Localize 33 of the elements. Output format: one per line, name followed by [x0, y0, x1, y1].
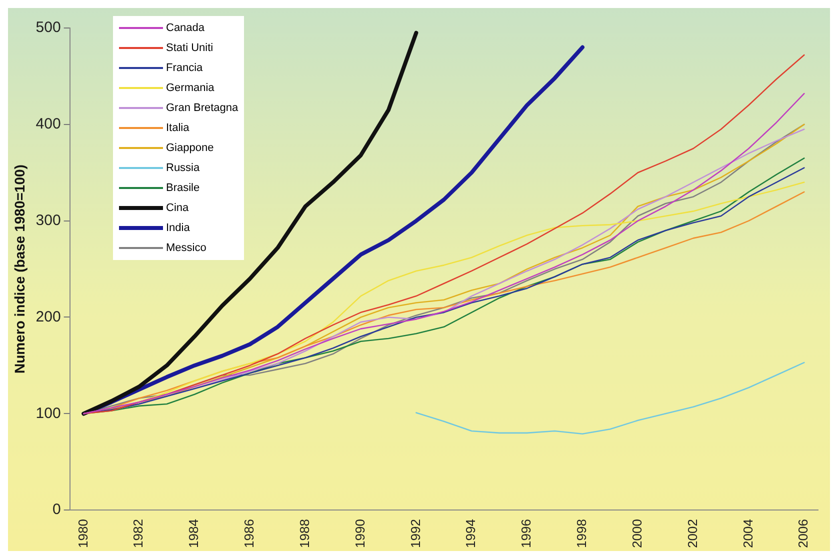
x-tick-label: 2002	[684, 519, 700, 548]
legend-label: Brasile	[166, 181, 200, 196]
y-tick-label: 500	[36, 19, 61, 36]
x-tick-label: 1982	[130, 519, 146, 548]
x-tick-label: 1992	[408, 519, 423, 548]
legend-label: Italia	[166, 121, 190, 136]
y-tick-label: 200	[36, 308, 61, 326]
y-tick-label: 300	[36, 212, 61, 229]
legend-label: Giappone	[166, 141, 214, 156]
x-tick-label: 2000	[629, 519, 644, 548]
x-tick-label: 1996	[518, 519, 534, 548]
x-tick-label: 1990	[352, 519, 368, 548]
y-tick-label: 0	[52, 501, 61, 518]
x-tick-label: 1998	[574, 519, 590, 548]
legend-label: Cina	[166, 201, 189, 216]
x-tick-label: 2004	[740, 519, 756, 548]
legend-label: India	[166, 221, 190, 236]
x-tick-label: 1988	[296, 519, 312, 548]
legend-label: Germania	[166, 81, 214, 96]
legend-label: Messico	[166, 241, 206, 256]
legend-label: Stati Uniti	[166, 41, 214, 56]
x-tick-label: 1994	[463, 519, 478, 548]
legend-label: Russia	[166, 161, 200, 176]
y-tick-label: 400	[36, 116, 61, 133]
x-tick-label: 1980	[75, 519, 90, 548]
legend-label: Canada	[166, 21, 205, 36]
legend-label: Francia	[166, 61, 203, 76]
x-tick-label: 2006	[796, 519, 811, 548]
y-axis-title: Numero indice (base 1980=100)	[11, 164, 28, 374]
legend-label: Gran Bretagna	[166, 101, 238, 116]
y-tick-label: 100	[36, 404, 61, 422]
x-tick-label: 1986	[242, 519, 257, 548]
x-tick-label: 1984	[186, 519, 202, 548]
